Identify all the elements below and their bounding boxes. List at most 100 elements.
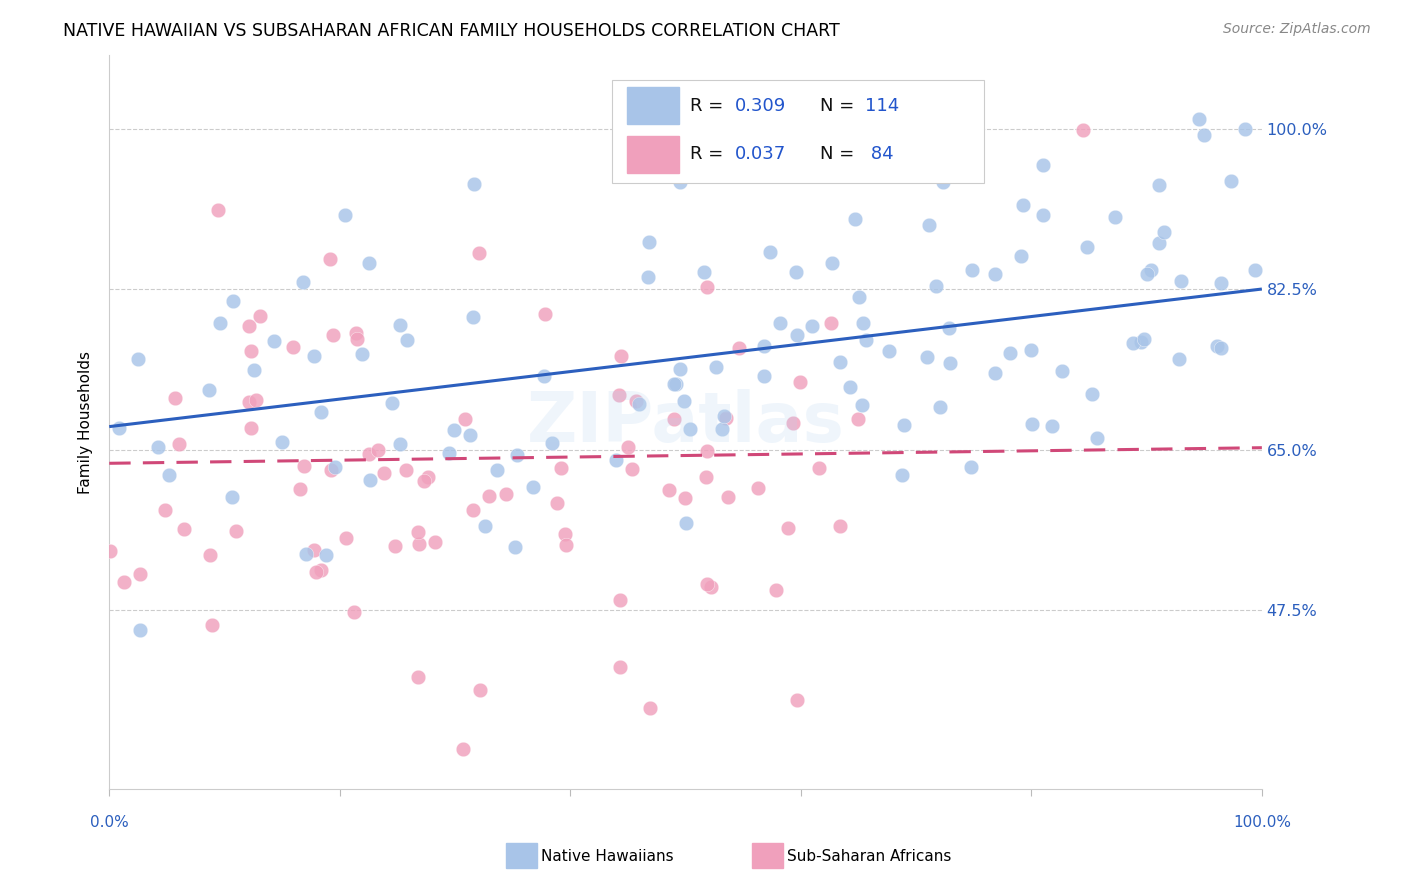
Point (609, 593, 631, 607)
Point (221, 490, 243, 504)
Point (319, 252, 342, 266)
Point (828, 355, 851, 369)
Point (240, 421, 263, 435)
Text: R =: R = (690, 145, 728, 163)
Point (148, 440, 170, 454)
Text: R =: R = (690, 97, 728, 115)
Point (675, 516, 697, 530)
Point (454, 412, 477, 426)
Point (389, 318, 412, 333)
Point (1133, 332, 1156, 346)
Text: 0.037: 0.037 (734, 145, 786, 163)
Point (550, 461, 572, 475)
Point (249, 309, 271, 323)
Point (820, 317, 842, 331)
Text: ZIPatlas: ZIPatlas (527, 389, 845, 456)
Point (984, 267, 1007, 281)
Point (626, 394, 648, 409)
Point (754, 369, 776, 384)
Point (201, 617, 224, 632)
Point (322, 327, 344, 342)
Point (474, 518, 496, 533)
Point (153, 503, 176, 517)
Point (323, 460, 346, 475)
Point (478, 489, 501, 503)
Text: Sub-Saharan Africans: Sub-Saharan Africans (787, 849, 952, 863)
Point (495, 487, 517, 501)
Point (485, 463, 508, 477)
Point (458, 427, 481, 442)
Point (463, 177, 485, 191)
Point (848, 290, 870, 304)
Point (463, 503, 485, 517)
Point (696, 280, 718, 294)
Point (304, 350, 326, 364)
Point (207, 203, 229, 218)
Point (416, 470, 439, 484)
Point (173, 522, 195, 536)
Text: 114: 114 (865, 97, 900, 115)
Text: Native Hawaiians: Native Hawaiians (541, 849, 673, 863)
Point (637, 270, 659, 285)
Point (309, 405, 332, 419)
Point (1140, 263, 1163, 277)
Point (546, 496, 568, 510)
Point (350, 347, 373, 361)
Point (807, 460, 830, 475)
Point (1042, 419, 1064, 434)
Point (921, 131, 943, 145)
Bar (627, 87, 679, 124)
Point (605, 453, 627, 467)
Point (786, 693, 808, 707)
Point (800, 318, 823, 333)
Point (533, 369, 555, 384)
Point (710, 422, 733, 436)
Point (200, 548, 222, 562)
Point (669, 362, 692, 376)
Point (333, 208, 356, 222)
Point (1050, 364, 1073, 378)
Point (129, 623, 152, 637)
Point (1010, 249, 1032, 263)
Point (838, 380, 860, 394)
Point (728, 342, 751, 356)
Point (240, 344, 263, 359)
Point (238, 395, 260, 409)
Point (555, 538, 578, 552)
Point (381, 396, 404, 410)
Point (406, 670, 429, 684)
Point (932, 175, 955, 189)
Point (765, 582, 787, 597)
Point (637, 235, 659, 250)
Point (844, 211, 866, 226)
Point (245, 393, 267, 408)
Point (127, 351, 149, 366)
Point (243, 363, 266, 377)
Point (467, 246, 489, 260)
Point (807, 110, 830, 124)
Point (396, 333, 419, 347)
Text: 84: 84 (865, 145, 894, 163)
Text: Source: ZipAtlas.com: Source: ZipAtlas.com (1223, 22, 1371, 37)
Point (1104, 210, 1126, 224)
Point (359, 256, 381, 270)
Point (658, 483, 681, 497)
Point (693, 265, 716, 279)
Point (373, 466, 395, 480)
Point (627, 397, 650, 411)
Point (522, 480, 544, 494)
Point (554, 526, 576, 541)
Point (879, 344, 901, 359)
Point (451, 742, 474, 756)
Point (359, 447, 381, 461)
Point (533, 307, 555, 321)
Point (714, 411, 737, 425)
Text: 0.309: 0.309 (734, 97, 786, 115)
Point (782, 416, 804, 430)
Point (1209, 276, 1232, 290)
Point (1000, 346, 1022, 360)
Point (747, 481, 769, 495)
Point (717, 490, 740, 504)
Point (669, 175, 692, 189)
Point (281, 340, 304, 354)
